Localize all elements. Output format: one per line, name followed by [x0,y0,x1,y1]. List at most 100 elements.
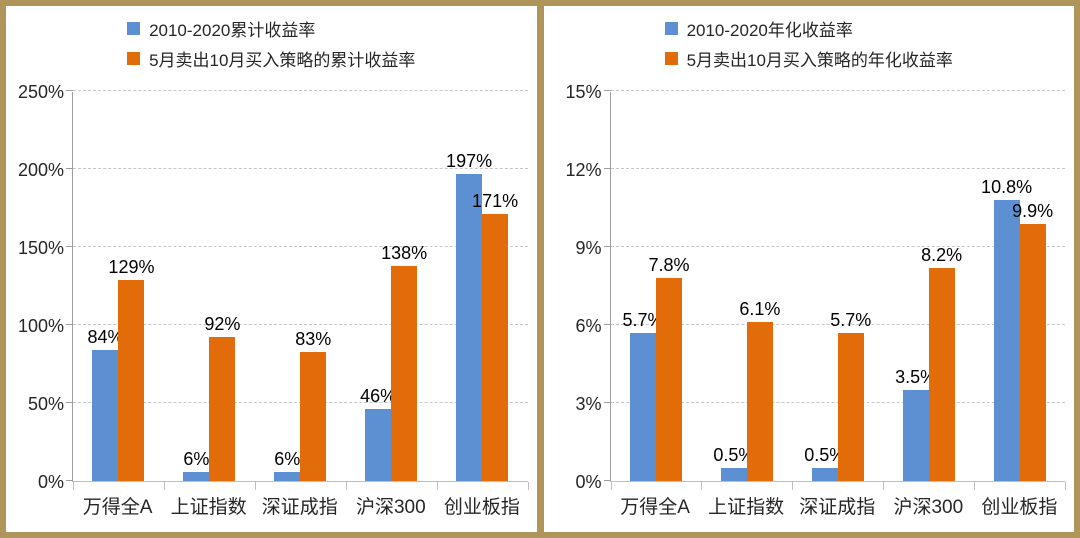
bar: 10.8% [981,177,1032,481]
y-axis-tick-labels: 0% 3% 6% 9% 12% 15% [544,83,602,491]
y-axis-tick [603,402,611,403]
category-label: 沪深300 [893,497,964,518]
bar-group: 84% 129% [73,92,164,481]
y-axis-tick [603,90,611,91]
bar: 92% [204,314,240,481]
bar: 8.2% [921,245,962,481]
bar-value-label: 138% [381,242,428,263]
legend-label: 2010-2020累计收益率 [149,21,316,40]
bar-value-label: 171% [472,191,519,212]
y-tick-label: 250% [17,82,64,102]
bar-value-label: 83% [295,328,332,349]
bar: 0.5% [713,445,754,481]
x-axis-tick [345,482,347,490]
gridline [73,168,528,169]
bar-value-label: 6% [274,448,301,469]
bar: 6% [274,449,300,481]
bar-value-label: 9.9% [1012,200,1054,221]
y-axis-tick [603,168,611,169]
bar: 129% [108,257,154,481]
y-tick-label: 6% [575,316,602,336]
bar: 7.8% [648,255,689,481]
bar: 5.7% [830,310,871,481]
bar-value-label: 7.8% [648,255,690,276]
bar: 171% [472,191,518,481]
bar: 6% [183,449,209,481]
category-label: 上证指数 [708,497,785,518]
y-axis-tick [66,480,73,481]
bar: 197% [446,151,492,481]
bar: 83% [295,329,331,481]
x-axis-category-labels: 万得全A 上证指数 深证成指 沪深300 创业板指 [72,492,528,519]
legend-swatch-icon [664,22,678,35]
gridline [73,246,528,247]
x-axis-tick [974,482,976,490]
y-axis-tick [603,324,611,325]
plot-area: 84% 129% 6% 92% 6% 83% 46% 138% 197% 171% [66,90,529,490]
gridline [610,90,1065,91]
bar-value-label: 6% [183,448,210,469]
y-tick-label: 3% [575,394,602,414]
legend-item: 2010-2020累计收益率 [127,16,315,41]
y-axis-tick [66,324,73,325]
y-tick-label: 0% [575,472,602,492]
y-axis-tick [603,480,611,481]
bar-value-label: 5.7% [830,309,872,330]
legend-label: 2010-2020年化收益率 [686,21,853,40]
bar-value-label: 197% [446,150,493,171]
y-tick-label: 15% [565,82,602,102]
x-axis-tick [163,482,165,490]
bar-group: 0.5% 5.7% [792,92,883,481]
bar: 0.5% [804,445,845,481]
bar-group: 197% 171% [437,92,528,481]
bar-value-label: 8.2% [921,244,963,265]
gridline [73,402,528,403]
bar-value-label: 84% [87,326,124,347]
category-label: 上证指数 [170,497,247,518]
bar-value-label: 10.8% [981,177,1033,198]
y-tick-label: 150% [17,238,64,258]
bar-group: 3.5% 8.2% [883,92,974,481]
x-axis-tick [254,482,256,490]
bar: 9.9% [1012,201,1053,481]
x-axis-tick [73,482,74,490]
bar: 138% [381,243,427,481]
y-axis-tick [66,168,73,169]
gridline [610,246,1065,247]
gridline [73,90,528,91]
category-label: 深证成指 [799,497,876,518]
y-axis-tick [66,246,73,247]
y-tick-label: 9% [575,238,602,258]
legend-swatch-icon [127,52,141,65]
y-axis-tick [66,402,73,403]
bar-value-label: 0.5% [804,445,846,465]
chart-panel-annualized-returns: 2010-2020年化收益率 5月卖出10月买入策略的年化收益率 0% 3% 6% 9% 1… [543,6,1074,532]
x-axis-tick [701,482,703,490]
legend-label: 5月卖出10月买入策略的累计收益率 [149,51,416,70]
bar-value-label: 5.7% [622,309,664,330]
y-axis-tick [66,90,73,91]
legend: 2010-2020累计收益率 5月卖出10月买入策略的累计收益率 [127,16,415,71]
panel-divider [536,6,544,532]
category-label: 深证成指 [261,497,338,518]
legend-label: 5月卖出10月买入策略的年化收益率 [686,51,953,70]
bar: 5.7% [622,310,663,481]
y-tick-label: 0% [37,472,64,492]
category-label: 沪深300 [355,497,426,518]
legend: 2010-2020年化收益率 5月卖出10月买入策略的年化收益率 [664,16,953,71]
legend-item: 2010-2020年化收益率 [664,16,853,41]
bar: 46% [360,386,396,481]
bar: 3.5% [895,367,936,481]
x-axis-tick [1065,482,1066,490]
bar: 6.1% [739,299,780,481]
gridline [610,402,1065,403]
x-axis-tick [610,482,612,490]
bar-groups: 84% 129% 6% 92% 6% 83% 46% 138% 197% 171% [73,92,528,481]
legend-item: 5月卖出10月买入策略的年化收益率 [664,46,953,71]
legend-item: 5月卖出10月买入策略的累计收益率 [127,46,415,71]
y-tick-label: 12% [565,160,602,180]
gridline [610,168,1065,169]
bar-value-label: 129% [108,256,155,277]
legend-swatch-icon [664,52,678,65]
